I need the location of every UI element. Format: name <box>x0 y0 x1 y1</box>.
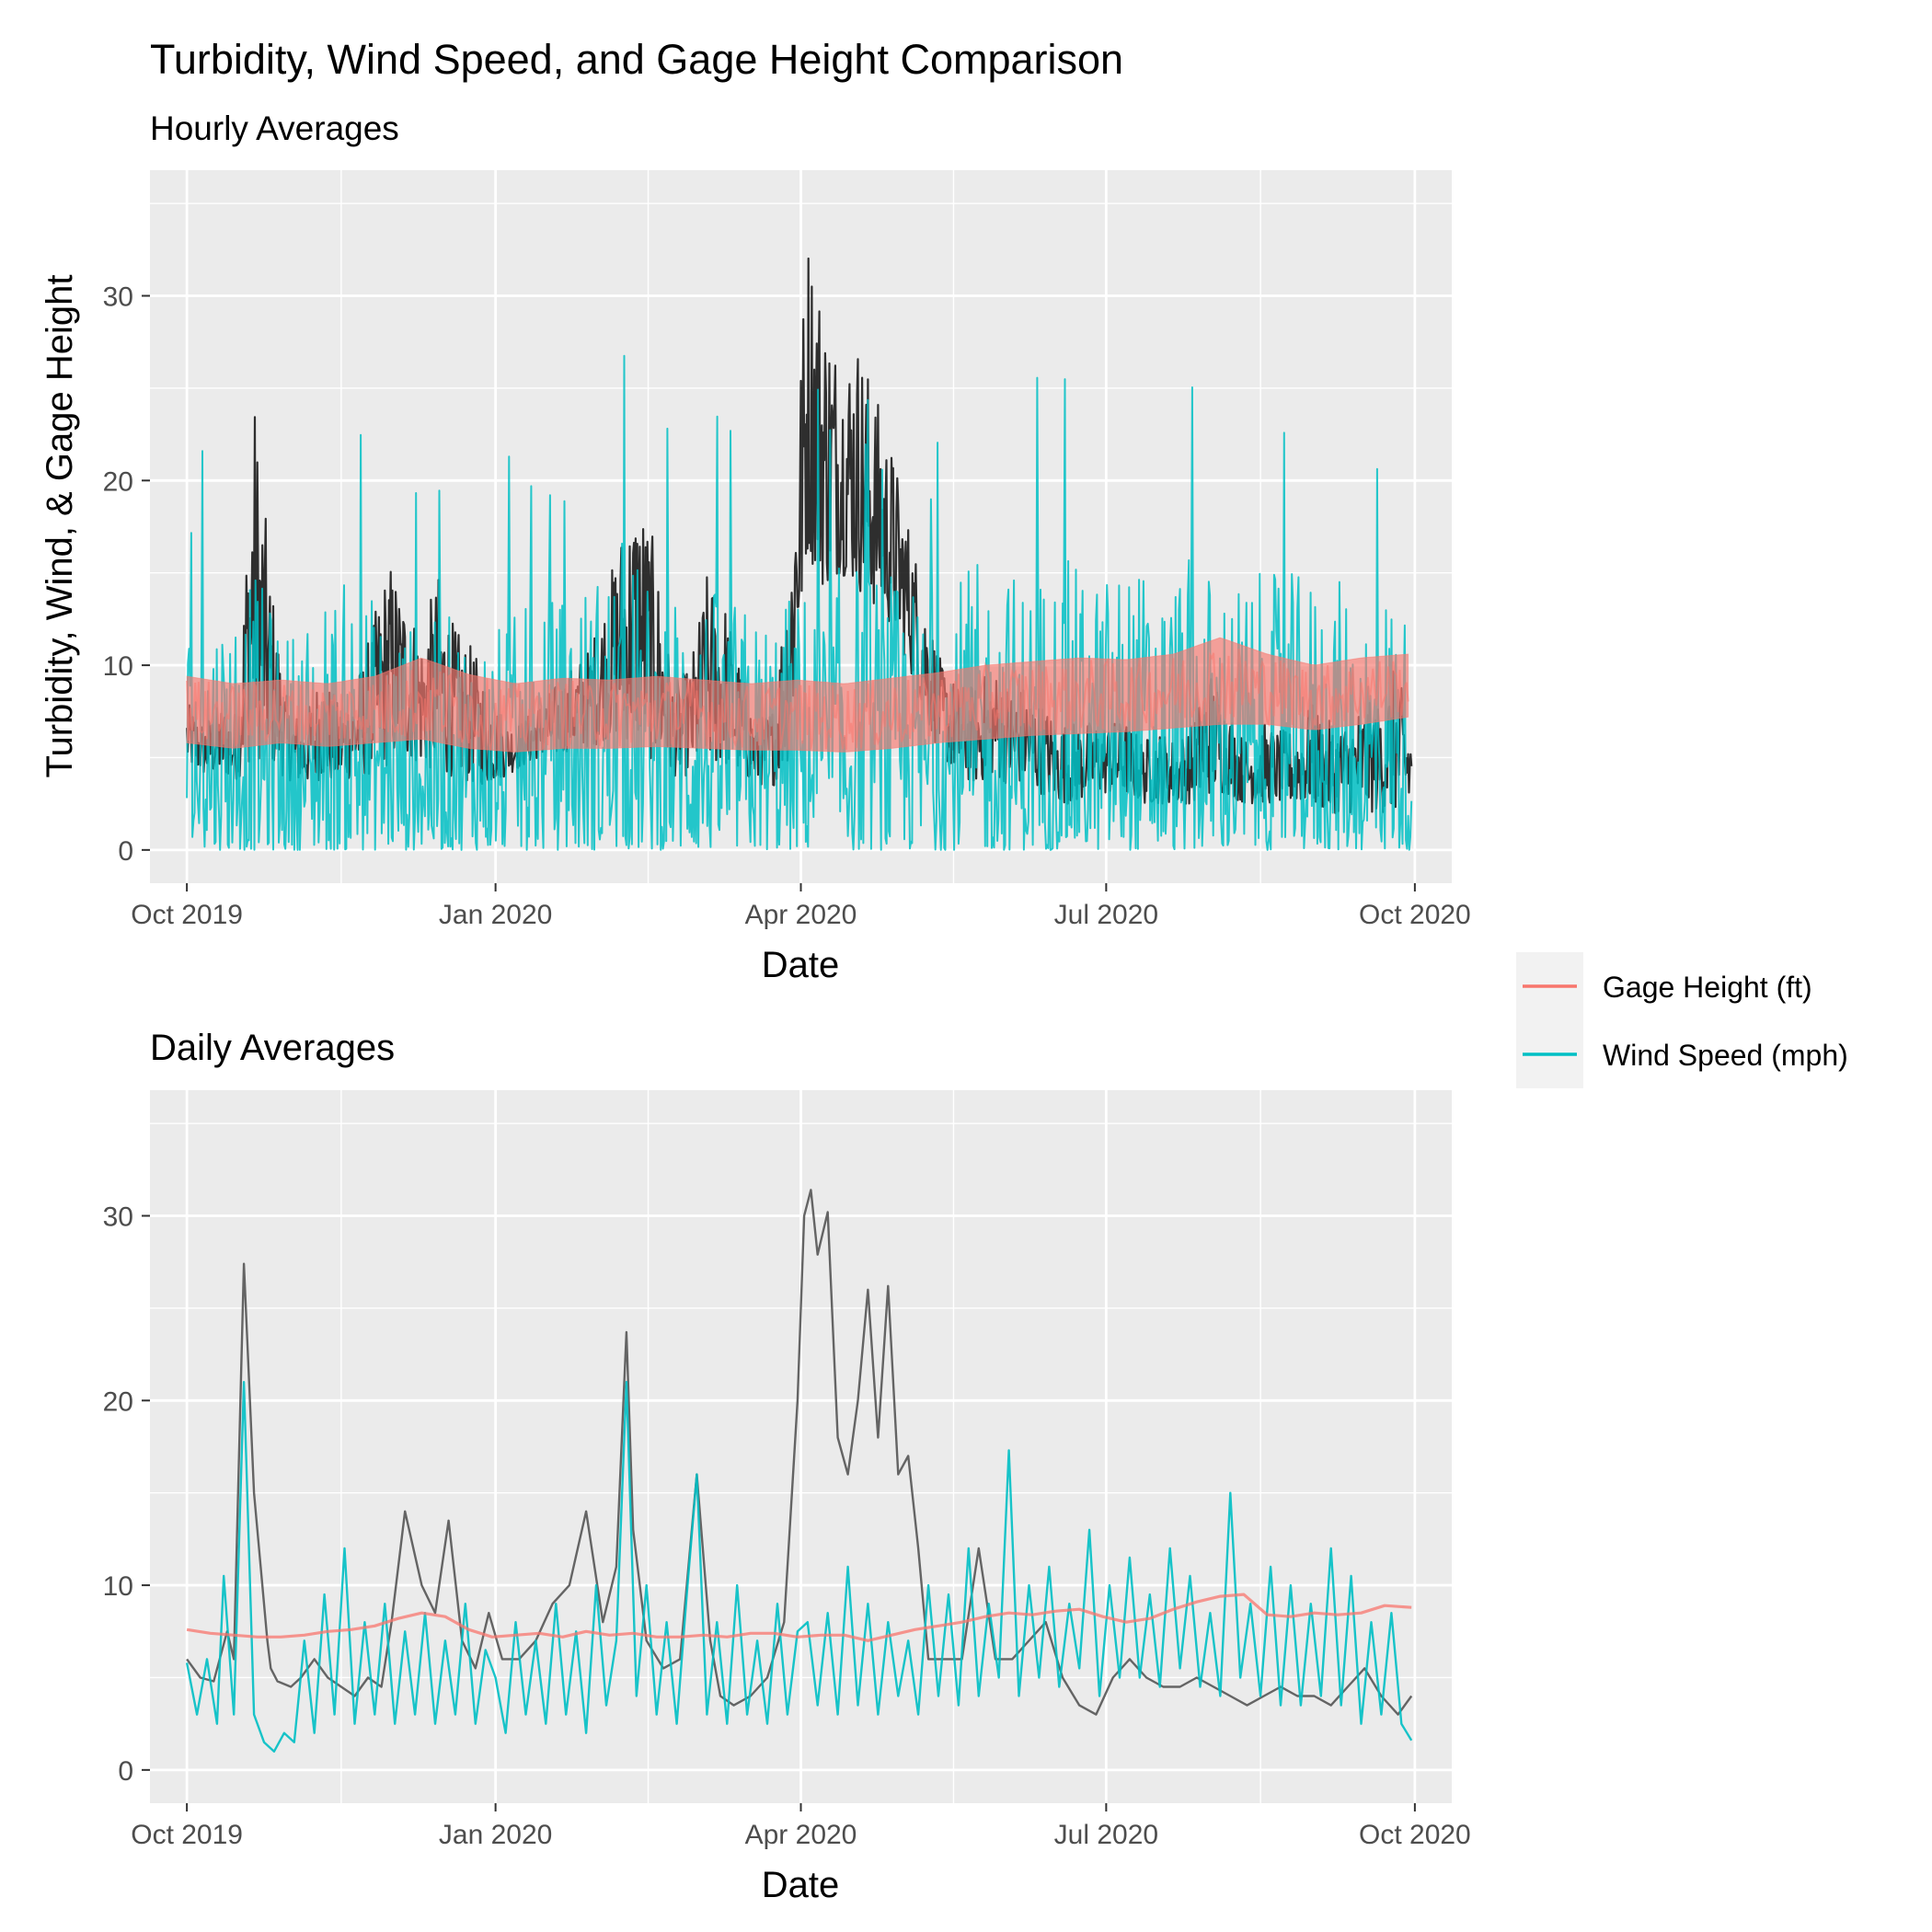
panel-daily-subtitle: Daily Averages <box>150 1028 395 1068</box>
y-tick-label: 30 <box>103 1202 133 1233</box>
panel-hourly: Hourly Averages 0 10 20 30 Oct 2019 Jan 2020… <box>40 109 1471 985</box>
panel-hourly-y-axis: 0 10 20 30 <box>103 282 150 867</box>
y-tick-label: 10 <box>103 1571 133 1602</box>
panel-daily-major-grid <box>150 1090 1452 1803</box>
x-tick-label: Apr 2020 <box>745 1820 857 1850</box>
x-tick-label: Oct 2020 <box>1359 900 1471 930</box>
panel-hourly-y-axis-title: Turbidity, Wind, & Gage Height <box>40 275 80 778</box>
panel-hourly-series <box>186 257 1413 851</box>
y-tick-label: 20 <box>103 1386 133 1417</box>
y-tick-label: 0 <box>118 1756 133 1787</box>
y-tick-label: 0 <box>118 836 133 867</box>
series-gage-height-ft-line <box>186 1593 1412 1642</box>
panel-hourly-x-axis-title: Date <box>762 945 840 985</box>
series-wind-speed-mph-line <box>185 1381 1413 1753</box>
legend-label-wind-speed: Wind Speed (mph) <box>1603 1039 1848 1072</box>
panel-daily-y-axis: 0 10 20 30 <box>103 1202 150 1787</box>
x-tick-label: Apr 2020 <box>745 900 857 930</box>
x-tick-label: Jan 2020 <box>439 900 552 930</box>
series-gage-height-ft-line <box>186 648 1409 751</box>
panel-hourly-x-axis: Oct 2019 Jan 2020 Apr 2020 Jul 2020 Oct 2020 <box>131 883 1471 930</box>
panel-daily-series <box>185 1189 1413 1753</box>
y-tick-label: 10 <box>103 651 133 682</box>
legend: Gage Height (ft) Wind Speed (mph) <box>1516 952 1848 1088</box>
legend-label-gage-height: Gage Height (ft) <box>1603 971 1812 1004</box>
x-tick-label: Oct 2019 <box>131 1820 243 1850</box>
figure-title: Turbidity, Wind Speed, and Gage Height C… <box>150 36 1123 83</box>
x-tick-label: Jul 2020 <box>1054 900 1158 930</box>
x-tick-label: Jan 2020 <box>439 1820 552 1850</box>
panel-hourly-subtitle: Hourly Averages <box>150 109 399 147</box>
y-tick-label: 20 <box>103 466 133 497</box>
x-tick-label: Jul 2020 <box>1054 1820 1158 1850</box>
x-tick-label: Oct 2020 <box>1359 1820 1471 1850</box>
panel-daily-x-axis-title: Date <box>762 1865 840 1905</box>
panel-daily: Daily Averages 0 10 20 30 Oct 2019 Jan 2020 A… <box>103 1028 1471 1905</box>
y-tick-label: 30 <box>103 282 133 313</box>
panel-daily-x-axis: Oct 2019 Jan 2020 Apr 2020 Jul 2020 Oct 2020 <box>131 1803 1471 1850</box>
x-tick-label: Oct 2019 <box>131 900 243 930</box>
